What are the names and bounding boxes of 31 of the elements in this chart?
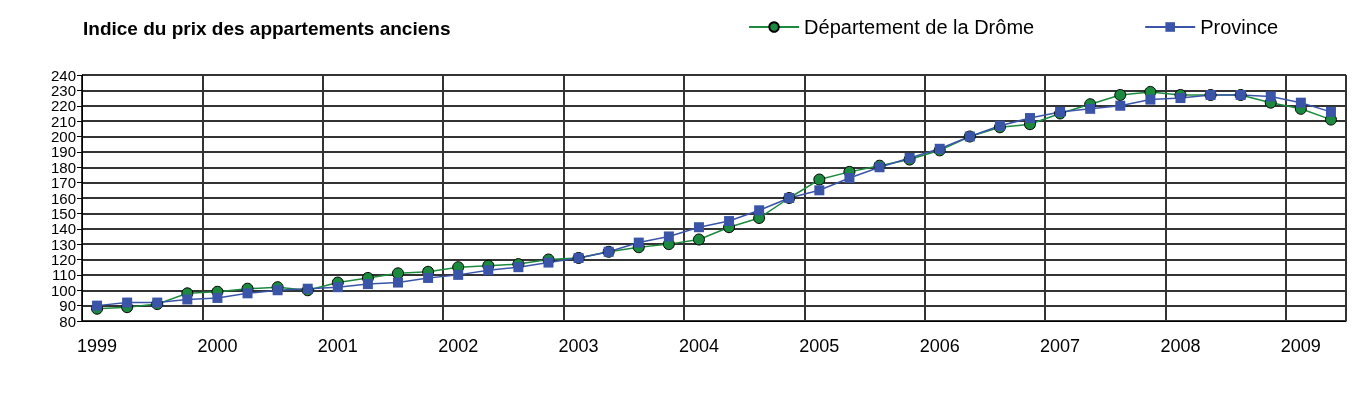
y-tick-label: 240 (50, 66, 76, 84)
x-tick-label: 2004 (678, 336, 719, 356)
y-tick-label: 100 (50, 281, 76, 299)
y-tick-label: 170 (50, 174, 76, 192)
x-tick-label: 2003 (558, 336, 599, 356)
y-tick-label: 80 (59, 312, 76, 330)
y-tick-label: 190 (50, 143, 76, 161)
y-tick-label: 160 (50, 189, 76, 207)
y-tick-label: 120 (50, 251, 76, 268)
y-tick-label: 220 (50, 97, 76, 115)
x-tick-label: 2000 (197, 336, 238, 356)
y-tick-label: 150 (50, 204, 76, 222)
legend-label: Département de la Drôme (804, 16, 1035, 38)
y-tick-label: 140 (50, 220, 76, 238)
x-tick-label: 2009 (1280, 336, 1321, 356)
x-tick-label: 2001 (317, 336, 358, 356)
x-tick-label: 1999 (77, 336, 118, 356)
y-tick-label: 210 (50, 112, 76, 130)
y-tick-label: 180 (50, 158, 76, 176)
x-tick-label: 2008 (1160, 336, 1201, 356)
x-tick-label: 2007 (1040, 336, 1081, 356)
y-tick-label: 90 (59, 297, 76, 315)
y-tick-label: 110 (52, 266, 76, 284)
x-tick-label: 2005 (799, 336, 840, 356)
legend-label: Province (1200, 16, 1278, 38)
x-tick-label: 2006 (919, 336, 960, 356)
x-tick-label: 2002 (438, 336, 479, 356)
chart-title: Indice du prix des appartements anciens (83, 18, 451, 39)
y-tick-label: 200 (50, 128, 76, 145)
y-tick-label: 230 (50, 81, 76, 99)
y-tick-label: 130 (50, 235, 76, 253)
